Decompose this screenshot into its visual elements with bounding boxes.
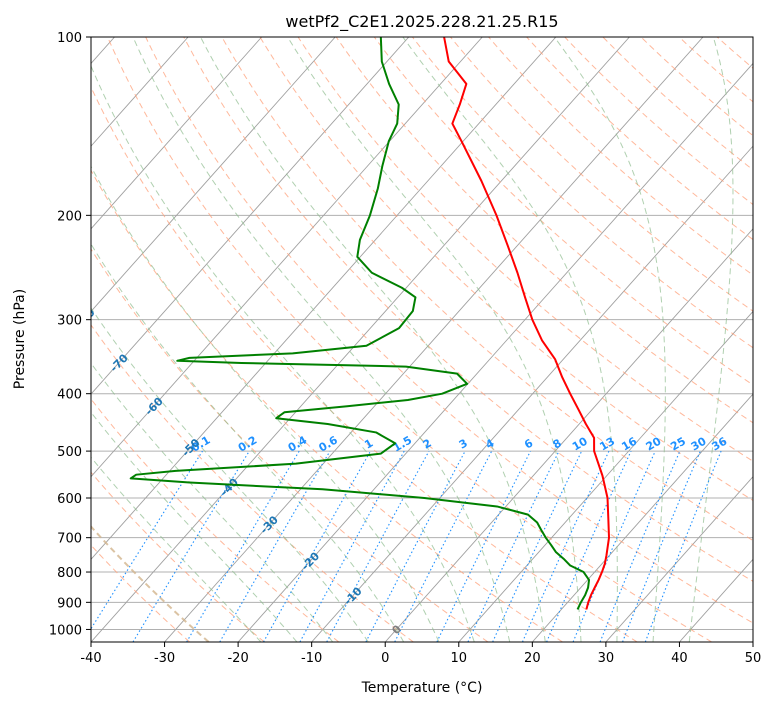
isotherm-line [91,37,263,230]
mixing-ratio-line [572,450,656,642]
y-tick-label: 300 [57,314,82,329]
mixing-ratio-line [91,450,203,630]
dry-adiabat-line [91,398,340,642]
y-tick-label: 900 [57,596,82,611]
moist-adiabat-line [688,37,734,642]
dewpoint-trace [129,37,591,610]
dry-adiabat-line [526,37,753,241]
mixing-ratio-line [299,450,405,642]
isotherm-line [91,37,630,642]
isotherm-line [91,37,336,313]
mixing-ratio-line [326,450,430,642]
y-tick-label: 800 [57,566,82,581]
dry-adiabat-line [107,37,713,642]
y-tick-label: 600 [57,492,82,507]
dry-adiabat-line [145,37,753,624]
temperature-trace [443,37,610,610]
isotherm-line [605,476,753,642]
dry-adiabat-line [91,324,414,642]
isotherm-line [91,37,483,478]
isotherm-line [311,145,753,642]
y-axis-label: Pressure (hPa) [12,289,28,389]
isotherm-line [237,62,753,642]
dry-adiabat-line [91,85,638,642]
mixing-ratio-line [521,450,610,642]
x-axis-label: Temperature (°C) [361,680,483,696]
axes: -40 -30 -20 -10 0 10 20 30 40 50 100 200 300 400 500 60… [49,31,761,666]
dry-adiabat-line [488,37,753,276]
moist-adiabat-line [287,37,582,642]
mixing-ratio-line [436,450,531,642]
mixing-ratio-line [132,450,250,642]
dry-adiabat-line [91,248,489,642]
dry-adiabat-line [411,37,753,349]
moist-adiabat-line [200,37,546,642]
y-tick-label: 100 [57,31,82,46]
moist-adiabat-line [132,37,511,642]
y-tick-label: 500 [57,445,82,460]
dry-adiabat-line [259,37,753,502]
chart-title: wetPf2_C2E1.2025.228.21.25.R15 [285,12,558,32]
y-tick-label: 1000 [49,623,82,638]
moist-adiabat-line [91,362,334,642]
isotherm-line [164,37,704,642]
moist-adiabat-line [91,307,369,642]
x-tick-label: 0 [381,651,389,666]
dry-adiabat-line [373,37,753,386]
dry-adiabat-line [450,37,753,312]
y-tick-label: 400 [57,388,82,403]
moist-adiabat-line [91,165,440,642]
plot-area: 0.10.20.40.611.52346810131620253036-100-… [74,37,753,642]
dendritic-zone-line [91,525,210,642]
x-tick-label: -40 [80,651,101,666]
y-tick-label: 200 [57,209,82,224]
dry-adiabat-line [335,37,753,424]
moist-adiabat-line [91,456,262,642]
x-tick-label: -20 [227,651,248,666]
x-tick-label: 30 [598,651,615,666]
isotherm-line [91,37,557,561]
moist-adiabat-line [91,411,298,642]
x-tick-label: 20 [524,651,541,666]
dry-adiabat-line [183,37,753,582]
isotherm-line [91,37,410,395]
mixing-ratio-line [492,450,583,642]
x-tick-label: 50 [745,651,762,666]
dry-adiabat-line [91,169,563,642]
mixing-ratio-line [599,450,681,642]
isotherm-label: -80 [74,306,97,329]
isotherm-line [91,37,189,147]
x-tick-label: -10 [301,651,322,666]
x-tick-label: 40 [671,651,688,666]
moist-adiabat-line [91,64,475,642]
plot-frame [90,36,754,643]
isotherm-line [384,228,753,642]
isotherm-line [531,393,753,642]
mixing-ratio-line [186,450,300,642]
mixing-ratio-line [263,450,372,642]
y-tick-label: 700 [57,532,82,547]
dry-adiabat-line [221,37,753,542]
mixing-ratio-line [467,450,560,642]
moist-adiabat-line [553,37,666,642]
mixing-ratio-line [219,450,331,642]
x-tick-label: -30 [154,651,175,666]
x-tick-label: 10 [451,651,468,666]
